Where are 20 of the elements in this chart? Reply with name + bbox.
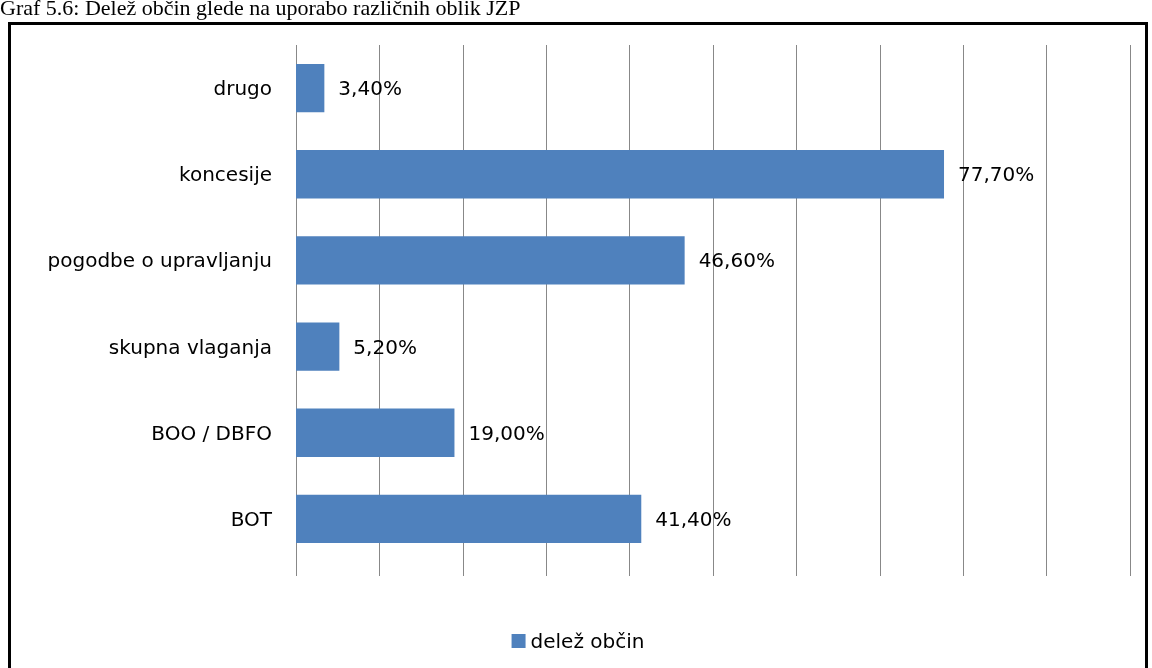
data-label: 41,40% xyxy=(655,506,732,531)
bar xyxy=(296,150,945,199)
bar xyxy=(296,322,340,371)
y-tick-label: pogodbe o upravljanju xyxy=(47,248,272,273)
y-tick-label: skupna vlaganja xyxy=(108,334,272,359)
data-label: 5,20% xyxy=(353,334,417,359)
legend-label: delež občin xyxy=(530,629,645,653)
y-tick-label: koncesije xyxy=(179,162,272,187)
data-label: 3,40% xyxy=(338,76,402,101)
data-label: 77,70% xyxy=(958,162,1035,187)
data-label: 46,60% xyxy=(698,248,775,273)
bar xyxy=(296,408,455,457)
y-tick-label: BOO / DBFO xyxy=(151,420,272,445)
bar xyxy=(296,63,325,113)
data-label: 19,00% xyxy=(468,420,545,445)
bar xyxy=(296,236,685,285)
y-tick-label: BOT xyxy=(230,506,273,531)
chart-title: Graf 5.6: Delež občin glede na uporabo različnih oblik JZP xyxy=(0,0,521,20)
y-tick-label: drugo xyxy=(213,76,272,101)
bar xyxy=(296,494,642,544)
